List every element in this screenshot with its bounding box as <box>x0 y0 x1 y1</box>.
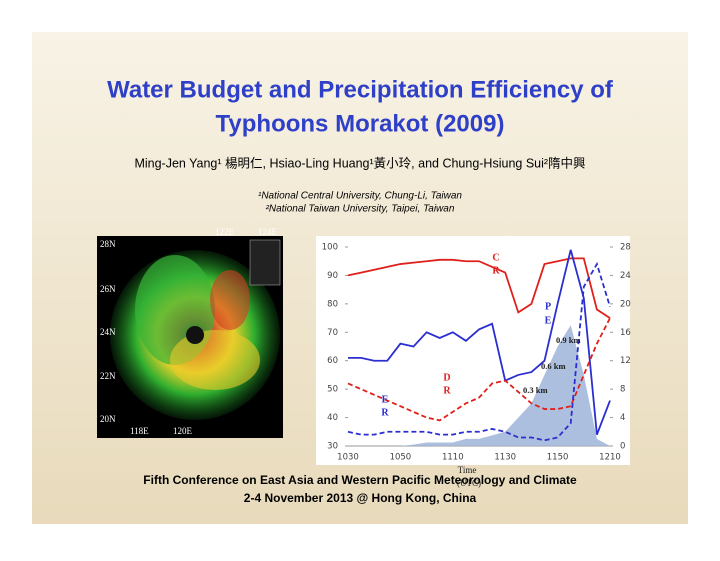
annotation: R <box>381 407 389 418</box>
level-label: 0.9 km <box>556 335 581 345</box>
annotation: E <box>382 394 389 405</box>
y2-tick-label: 4 <box>620 413 625 423</box>
x-tick-label: 1150 <box>547 453 569 463</box>
series-line <box>347 261 611 442</box>
y-tick-label: 90 <box>327 271 338 281</box>
annotation: R <box>443 385 451 396</box>
y2-tick-label: 28 <box>620 243 631 253</box>
radar-lat-label: 26N <box>100 284 116 294</box>
rain-area <box>348 325 610 446</box>
level-label: 0.6 km <box>541 361 566 371</box>
y2-tick-label: 16 <box>620 328 631 338</box>
y2-tick-label: 0 <box>620 442 625 452</box>
radar-lon-label: 124E <box>258 227 278 237</box>
level-label: 0.3 km <box>523 385 548 395</box>
y-tick-label: 80 <box>327 299 338 309</box>
y2-tick-label: 12 <box>620 356 631 366</box>
affiliation: ¹National Central University, Chung-Li, … <box>258 191 462 202</box>
radar-lat-label: 20N <box>100 414 116 424</box>
x-tick-label: 1130 <box>494 453 516 463</box>
x-tick-label: 1110 <box>442 453 464 463</box>
y-tick-label: 40 <box>327 413 338 423</box>
annotation: E <box>545 315 552 326</box>
annotation: C <box>492 252 499 263</box>
x-tick-label: 1030 <box>337 453 359 463</box>
radar-lat-label: 24N <box>100 327 116 337</box>
x-tick-label: 1210 <box>599 453 621 463</box>
y-tick-label: 60 <box>327 356 338 366</box>
y-tick-label: 100 <box>322 243 338 253</box>
footer-line: 2-4 November 2013 @ Hong Kong, China <box>244 491 477 505</box>
annotation: D <box>443 372 450 383</box>
radar-image: 122E 124E 28N 26N 24N 22N 20N 118E 120E <box>97 227 283 438</box>
x-axis-label: (UTC) <box>457 478 481 488</box>
radar-lat-label: 28N <box>100 239 116 249</box>
annotation: R <box>492 265 500 276</box>
title-line: Water Budget and Precipitation Efficienc… <box>107 76 614 103</box>
radar-lon-label: 118E <box>130 426 149 436</box>
annotation: P <box>545 301 551 312</box>
series-line <box>347 257 611 319</box>
footer-line: Fifth Conference on East Asia and Wester… <box>143 473 577 487</box>
y-tick-label: 30 <box>327 442 338 452</box>
series-line <box>347 317 611 422</box>
y2-tick-label: 8 <box>620 385 625 395</box>
radar-lon-label: 120E <box>173 426 193 436</box>
radar-lat-label: 22N <box>100 371 116 381</box>
x-tick-label: 1050 <box>390 453 412 463</box>
y2-tick-label: 24 <box>620 271 631 281</box>
chart: 30 40 50 60 70 80 90 100 0 4 8 12 16 20 24 28 1030 1050 11… <box>322 243 631 463</box>
y2-tick-label: 20 <box>620 299 631 309</box>
affiliation: ²National Taiwan University, Taipei, Tai… <box>266 204 455 215</box>
series-line <box>348 249 611 435</box>
y-tick-label: 70 <box>327 328 338 338</box>
y-tick-label: 50 <box>327 385 338 395</box>
radar-lon-label: 122E <box>215 227 235 237</box>
x-axis-label: Time <box>458 465 477 475</box>
authors: Ming-Jen Yang¹ 楊明仁, Hsiao-Ling Huang¹黃小玲… <box>134 155 585 170</box>
title-line: Typhoons Morakot (2009) <box>216 110 505 137</box>
